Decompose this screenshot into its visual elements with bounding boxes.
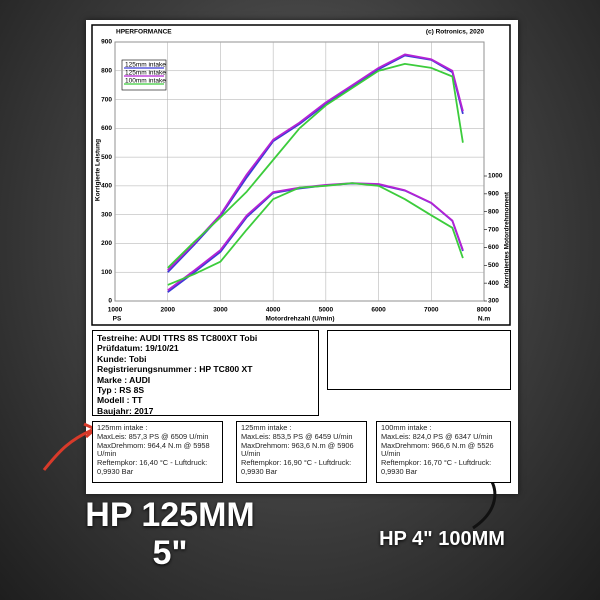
x-tick-label: 7000 xyxy=(424,307,439,314)
y2-tick-label: 1000 xyxy=(488,173,503,180)
y2-unit: N.m xyxy=(478,316,491,323)
y-tick-label: 400 xyxy=(101,183,112,190)
series-line xyxy=(167,53,464,271)
x-tick-label: 2000 xyxy=(160,307,175,314)
legend-label: 100mm intake xyxy=(125,78,166,85)
result-box: 125mm intake : MaxLeis: 853,5 PS @ 6459 U… xyxy=(236,421,367,483)
y-tick-label: 0 xyxy=(108,298,112,305)
series-line xyxy=(167,54,464,273)
result-box: 125mm intake : MaxLeis: 857,3 PS @ 6509 U… xyxy=(92,421,223,483)
y-unit: PS xyxy=(113,316,122,323)
overlay-text: HP 125MM xyxy=(85,496,255,534)
result-line: MaxLeis: 824,0 PS @ 6347 U/min xyxy=(381,431,493,441)
y-tick-label: 700 xyxy=(101,96,112,103)
result-box: 100mm intake : MaxLeis: 824,0 PS @ 6347 U… xyxy=(376,421,511,483)
red-arrow xyxy=(42,428,93,471)
test-info-line: Typ : RS 8S xyxy=(97,385,145,396)
result-line: MaxDrehmom: 964,4 N.m @ 5958 U/min xyxy=(97,440,210,459)
test-info-line: Kunde: Tobi xyxy=(97,353,147,364)
y2-tick-label: 500 xyxy=(488,262,499,269)
test-info-line: Prüfdatum: 19/10/21 xyxy=(97,343,179,354)
test-info-line: Registrierungsnummer : HP TC800 XT xyxy=(97,364,253,375)
y-tick-label: 900 xyxy=(101,39,112,46)
y-tick-label: 500 xyxy=(101,154,112,161)
y-tick-label: 100 xyxy=(101,269,112,276)
legend-box xyxy=(121,59,167,91)
y-tick-label: 600 xyxy=(101,125,112,132)
series-line xyxy=(167,182,464,293)
result-line: MaxLeis: 853,5 PS @ 6459 U/min xyxy=(241,431,353,441)
y-axis-label: Korrigierte Leistung xyxy=(95,139,102,201)
result-line: 125mm intake : xyxy=(97,423,148,432)
result-line: MaxDrehmom: 966,6 N.m @ 5526 U/min xyxy=(381,440,494,459)
test-info-line: Marke : AUDI xyxy=(97,374,151,385)
y2-tick-label: 800 xyxy=(488,208,499,215)
y2-tick-label: 300 xyxy=(488,298,499,305)
chart-frame xyxy=(91,24,511,326)
y2-axis-label: Korrigiertes Motordrehmoment xyxy=(504,191,511,288)
brand: HPERFORMANCE xyxy=(116,29,172,36)
x-tick-label: 3000 xyxy=(213,307,228,314)
y2-tick-label: 900 xyxy=(488,191,499,198)
result-line: Reftempkor: 16,70 °C - Luftdruck: 0,9930… xyxy=(381,458,492,476)
test-info-line: Baujahr: 2017 xyxy=(97,405,154,416)
y2-tick-label: 400 xyxy=(488,280,499,287)
overlay-right: HP 4" 100MM xyxy=(379,528,505,550)
x-axis-label: Motordrehzahl (U/min) xyxy=(266,316,335,323)
result-line: Reftempkor: 16,40 °C - Luftdruck: 0,9930… xyxy=(97,458,208,476)
y-tick-label: 300 xyxy=(101,211,112,218)
series-line xyxy=(167,182,464,292)
result-line: 125mm intake : xyxy=(241,423,292,432)
y2-tick-label: 600 xyxy=(488,244,499,251)
overlay-text: 5" xyxy=(152,534,188,572)
result-line: MaxDrehmom: 963,6 N.m @ 5906 U/min xyxy=(241,440,354,459)
grid xyxy=(114,41,485,302)
copyright: (c) Rotronics, 2020 xyxy=(426,29,485,36)
y-tick-label: 200 xyxy=(101,240,112,247)
x-tick-label: 8000 xyxy=(477,307,492,314)
empty-box xyxy=(327,330,511,390)
x-tick-label: 5000 xyxy=(319,307,334,314)
result-line: MaxLeis: 857,3 PS @ 6509 U/min xyxy=(97,431,209,441)
result-line: 100mm intake : xyxy=(381,423,432,432)
plot-frame xyxy=(114,41,485,302)
result-line: Reftempkor: 16,90 °C - Luftdruck: 0,9930… xyxy=(241,458,352,476)
x-tick-label: 6000 xyxy=(371,307,386,314)
y2-tick-label: 700 xyxy=(488,226,499,233)
overlay-left: HP 125MM 5" xyxy=(60,496,280,572)
y-tick-label: 800 xyxy=(101,67,112,74)
legend-label: 125mm intake xyxy=(125,62,166,69)
test-info-line: Testreihe: AUDI TTRS 8S TC800XT Tobi xyxy=(97,333,258,343)
series-line xyxy=(167,63,464,269)
legend-label: 125mm intake xyxy=(125,70,166,77)
test-info-line: Modell : TT xyxy=(97,395,143,406)
x-tick-label: 4000 xyxy=(266,307,281,314)
test-info-box: Testreihe: AUDI TTRS 8S TC800XT Tobi Prüf… xyxy=(92,330,319,416)
series-line xyxy=(167,182,464,286)
x-tick-label: 1000 xyxy=(108,307,123,314)
